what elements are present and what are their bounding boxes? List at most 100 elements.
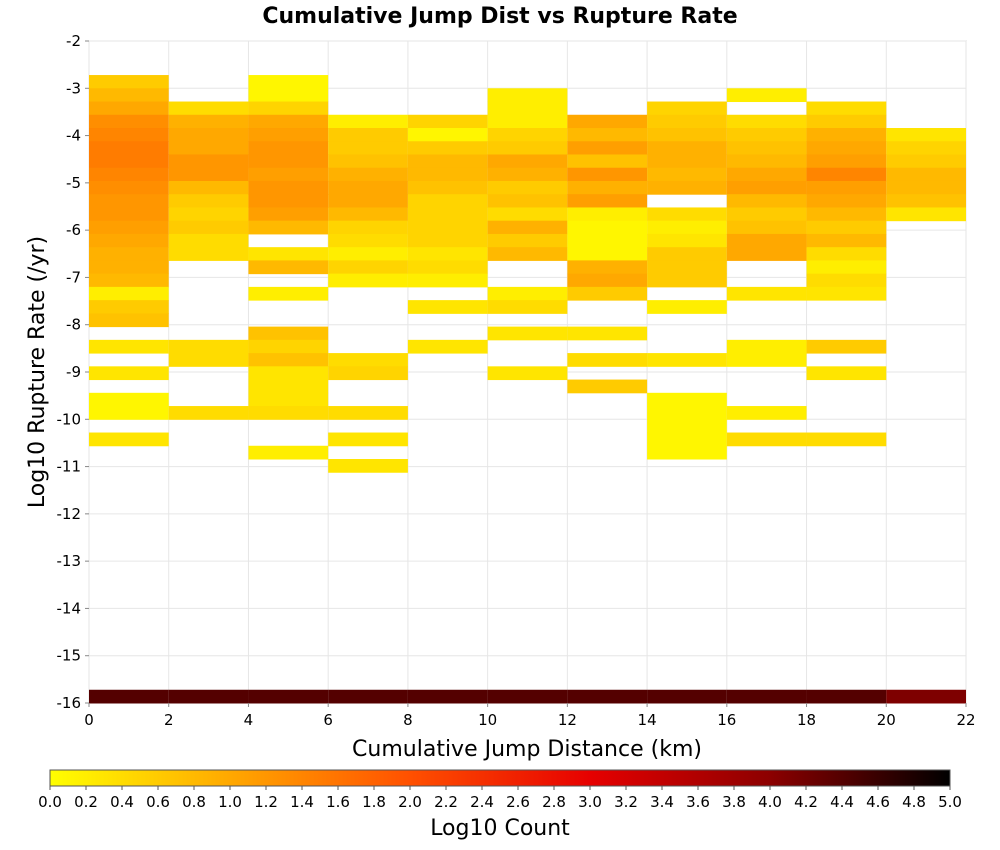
x-tick-label: 16: [717, 711, 736, 729]
heatmap-cell: [487, 220, 568, 235]
heatmap-cell: [89, 167, 169, 182]
heatmap-cell: [487, 141, 568, 155]
colorbar-tick-label: 2.4: [470, 793, 494, 811]
heatmap-cell: [806, 220, 887, 235]
heatmap-cell: [248, 260, 329, 275]
colorbar-tick-label: 4.0: [758, 793, 782, 811]
heatmap-cell: [487, 167, 568, 182]
heatmap-cell: [89, 154, 169, 169]
heatmap-cell: [328, 180, 408, 195]
heatmap-cell: [248, 326, 329, 341]
heatmap-cell: [567, 353, 648, 367]
x-tick-label: 10: [478, 711, 497, 729]
heatmap-cell: [89, 406, 169, 420]
heatmap-cell: [89, 432, 169, 447]
heatmap-cell: [487, 233, 568, 248]
heatmap-cell: [89, 207, 169, 222]
heatmap-cell: [487, 114, 568, 129]
heatmap-cell: [726, 128, 807, 142]
heatmap-cell: [89, 689, 169, 704]
heatmap-cell: [248, 180, 329, 195]
heatmap-cell: [647, 689, 727, 704]
y-tick-label: -2: [66, 32, 81, 50]
colorbar-tick-label: 2.8: [542, 793, 566, 811]
heatmap-cell: [647, 300, 727, 314]
colorbar-ticks: 0.0 0.2 0.4 0.6 0.8 1.0 1.2 1.4 1.6 1.8 2.0 2.2 2.4 2…: [38, 786, 962, 811]
heatmap-cell: [248, 128, 329, 142]
heatmap-cell: [89, 339, 169, 354]
heatmap-cell: [248, 406, 329, 420]
heatmap-cell: [328, 194, 408, 208]
heatmap-cell: [168, 406, 249, 420]
heatmap-cell: [248, 392, 329, 407]
heatmap-cell: [407, 220, 488, 235]
heatmap-cell: [647, 220, 727, 235]
y-tick-label: -13: [57, 552, 82, 570]
heatmap-cell: [567, 233, 648, 248]
heatmap-cell: [647, 419, 727, 434]
heatmap-cell: [407, 128, 488, 142]
colorbar-tick-label: 4.2: [794, 793, 818, 811]
heatmap-cell: [328, 167, 408, 182]
heatmap-cell: [726, 167, 807, 182]
heatmap-cell: [89, 194, 169, 208]
heatmap-cell: [168, 220, 249, 235]
heatmap-cell: [647, 101, 727, 116]
heatmap-cell: [726, 339, 807, 354]
heatmap-cell: [248, 154, 329, 169]
heatmap-cell: [726, 88, 807, 103]
heatmap-cell: [726, 180, 807, 195]
heatmap-cell: [328, 459, 408, 473]
heatmap-cell: [487, 101, 568, 116]
heatmap-cell: [567, 180, 648, 195]
heatmap-cell: [487, 88, 568, 103]
heatmap-cell: [89, 233, 169, 248]
heatmap-cell: [89, 128, 169, 142]
heatmap-cell: [487, 286, 568, 301]
heatmap-cell: [407, 339, 488, 354]
colorbar-tick-label: 3.4: [650, 793, 674, 811]
colorbar: [49, 769, 951, 787]
y-tick-label: -11: [57, 458, 82, 476]
heatmap-cell: [248, 114, 329, 129]
heatmap-cell: [806, 339, 887, 354]
colorbar-tick-label: 0.2: [74, 793, 98, 811]
heatmap-cell: [647, 406, 727, 420]
heatmap-cell: [248, 379, 329, 394]
colorbar-tick-label: 1.2: [254, 793, 278, 811]
heatmap-cell: [407, 154, 488, 169]
heatmap-cell: [726, 141, 807, 155]
colorbar-tick-label: 0.0: [38, 793, 62, 811]
heatmap-cell: [567, 128, 648, 142]
y-tick-label: -4: [66, 127, 81, 145]
heatmap-cell: [328, 154, 408, 169]
heatmap-cell: [567, 167, 648, 182]
heatmap-cell: [886, 180, 966, 195]
heatmap-cell: [89, 247, 169, 261]
x-tick-label: 14: [638, 711, 657, 729]
heatmap-cell: [89, 392, 169, 407]
x-tick-label: 0: [84, 711, 94, 729]
heatmap-cell: [647, 353, 727, 367]
heatmap-cell: [328, 273, 408, 288]
y-tick-label: -5: [66, 174, 81, 192]
heatmap-cell: [647, 233, 727, 248]
heatmap-cell: [886, 207, 966, 222]
heatmap-cell: [567, 247, 648, 261]
colorbar-tick-label: 1.8: [362, 793, 386, 811]
heatmap-cell: [806, 154, 887, 169]
heatmap-cell: [647, 207, 727, 222]
colorbar-tick-label: 3.0: [578, 793, 602, 811]
heatmap-cell: [886, 128, 966, 142]
y-axis-ticks: -2 -3 -4 -5 -6 -7 -8 -9 -10 -11 -12 -13 -14 -15 -16: [57, 32, 89, 712]
heatmap-cell: [567, 379, 648, 394]
colorbar-tick-label: 4.8: [902, 793, 926, 811]
heatmap-cell: [89, 313, 169, 328]
heatmap-cell: [886, 141, 966, 155]
heatmap-cell: [726, 194, 807, 208]
heatmap-cell: [328, 432, 408, 447]
heatmap-cells: [89, 75, 966, 704]
heatmap-cell: [487, 300, 568, 314]
heatmap-cell: [487, 326, 568, 341]
